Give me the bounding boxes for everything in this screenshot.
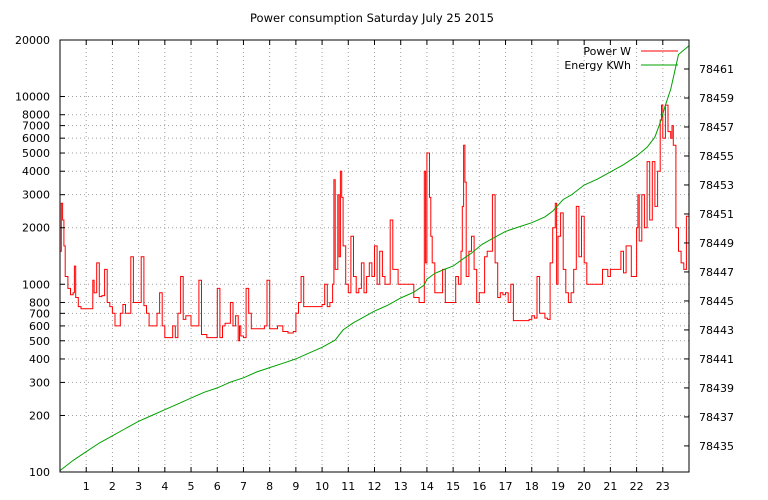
energy-series-line	[59, 45, 690, 471]
x-tick-label: 18	[525, 480, 539, 493]
x-tick-label: 15	[446, 480, 460, 493]
grid-lines	[60, 39, 689, 473]
chart-title: Power consumption Saturday July 25 2015	[250, 11, 494, 25]
x-tick-label: 1	[83, 480, 90, 493]
y-tick-label: 300	[29, 376, 50, 389]
y2-tick-label: 78435	[699, 440, 734, 453]
y-tick-label: 500	[29, 335, 50, 348]
x-tick-label: 2	[109, 480, 116, 493]
y-tick-label: 8000	[22, 109, 50, 122]
x-tick-label: 19	[551, 480, 565, 493]
x-tick-label: 5	[188, 480, 195, 493]
x-tick-label: 4	[161, 480, 168, 493]
y-tick-label: 800	[29, 296, 50, 309]
y-tick-label: 3000	[22, 189, 50, 202]
x-tick-label: 23	[656, 480, 670, 493]
x-tick-label: 6	[214, 480, 221, 493]
y-tick-label: 4000	[22, 165, 50, 178]
y2-tick-label: 78457	[699, 121, 734, 134]
y-tick-label: 100	[29, 466, 50, 479]
y2-tick-label: 78437	[699, 411, 734, 424]
y2-tick-label: 78461	[699, 63, 734, 76]
y2-tick-label: 78453	[699, 179, 734, 192]
y-tick-label: 10000	[15, 91, 50, 104]
y-tick-label: 700	[29, 307, 50, 320]
x-tick-label: 14	[420, 480, 434, 493]
y2-tick-label: 78455	[699, 150, 734, 163]
legend-label: Energy KWh	[564, 59, 631, 72]
y2-tick-label: 78451	[699, 208, 734, 221]
x-tick-label: 17	[499, 480, 513, 493]
y2-tick-label: 78449	[699, 237, 734, 250]
x-tick-label: 3	[135, 480, 142, 493]
x-tick-label: 10	[315, 480, 329, 493]
y2-tick-label: 78447	[699, 266, 734, 279]
y-tick-label: 400	[29, 353, 50, 366]
x-tick-label: 20	[577, 480, 591, 493]
x-tick-label: 16	[472, 480, 486, 493]
x-tick-label: 11	[341, 480, 355, 493]
power-series-line	[60, 104, 689, 342]
y2-tick-label: 78439	[699, 382, 734, 395]
y-tick-label: 1000	[22, 278, 50, 291]
y-tick-label: 2000	[22, 222, 50, 235]
axis-ticks: 1 2 3 4 5 6 7 8 9 10 11 12 13 14 15 16 17 18 19 20 21 22 23100…	[15, 34, 734, 493]
y2-tick-label: 78443	[699, 324, 734, 337]
y-tick-label: 200	[29, 409, 50, 422]
y-tick-label: 600	[29, 320, 50, 333]
y-tick-label: 7000	[22, 120, 50, 133]
x-tick-label: 13	[394, 480, 408, 493]
y2-tick-label: 78441	[699, 353, 734, 366]
y2-tick-label: 78459	[699, 92, 734, 105]
x-tick-label: 8	[266, 480, 273, 493]
x-tick-label: 12	[368, 480, 382, 493]
x-tick-label: 21	[603, 480, 617, 493]
x-tick-label: 7	[240, 480, 247, 493]
series-layer	[59, 45, 690, 471]
y-tick-label: 5000	[22, 147, 50, 160]
y-tick-label: 6000	[22, 132, 50, 145]
x-tick-label: 22	[630, 480, 644, 493]
x-tick-label: 9	[292, 480, 299, 493]
y2-tick-label: 78445	[699, 295, 734, 308]
legend-label: Power W	[583, 45, 631, 58]
y-tick-label: 20000	[15, 34, 50, 47]
